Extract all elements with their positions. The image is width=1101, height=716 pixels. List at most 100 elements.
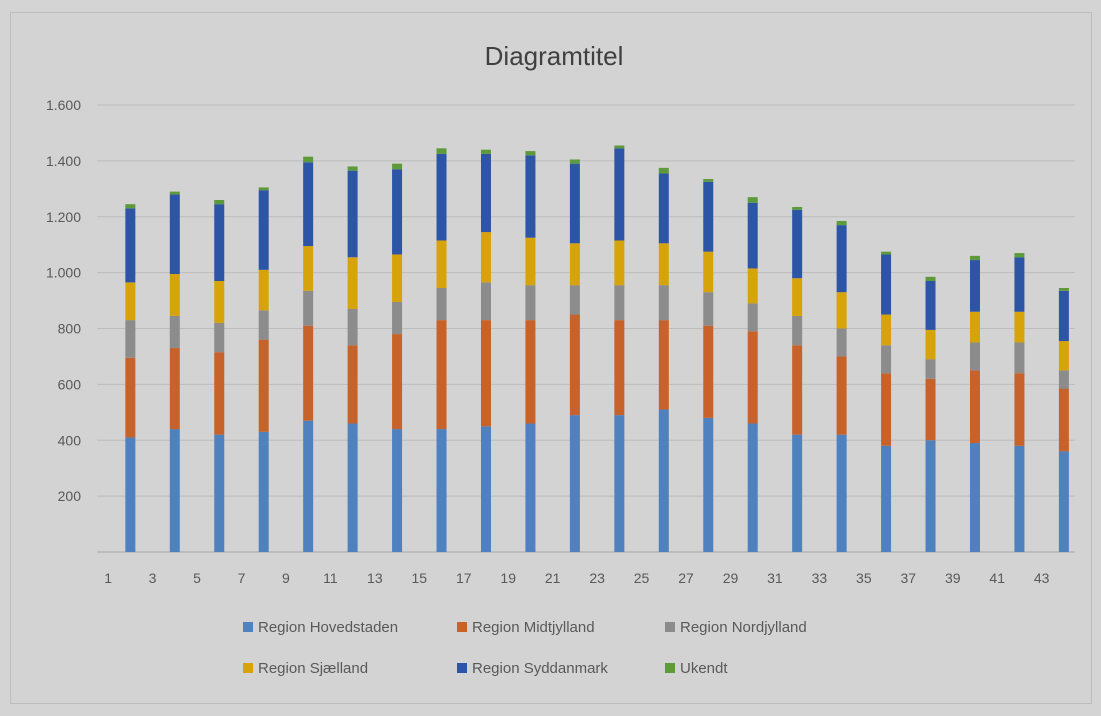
bar-segment (480, 232, 491, 283)
bar-segment (747, 423, 758, 552)
legend-label: Region Hovedstaden (258, 619, 398, 636)
bar-segment (569, 314, 580, 416)
bar-segment (703, 417, 714, 552)
legend-item: Ukendt (665, 660, 728, 677)
bar-segment (525, 423, 536, 552)
bar-segment (392, 163, 403, 170)
bar-segment (1058, 451, 1069, 552)
bar-stack (703, 179, 714, 552)
bar-segment (614, 320, 625, 416)
bar-segment (169, 194, 180, 275)
x-axis-ticks: 1 3 5 7 9 11 13 15 17 19 21 23 25 27 29 31 33 35 37 39 41 43 (104, 570, 1049, 586)
bar-segment (392, 429, 403, 552)
bar-stack (881, 251, 892, 552)
bar-segment (1014, 342, 1025, 374)
bar-segment (258, 339, 269, 432)
bar-segment (214, 204, 225, 282)
bar-segment (881, 445, 892, 552)
bar-segment (836, 220, 847, 226)
x-tick-label: 41 (989, 570, 1005, 586)
bar-segment (658, 243, 669, 286)
bar-segment (258, 187, 269, 191)
bar-segment (347, 170, 358, 258)
bar-segment (525, 285, 536, 321)
bar-stack (303, 156, 314, 552)
legend-swatch (457, 663, 467, 673)
bar-segment (347, 423, 358, 552)
bar-segment (658, 409, 669, 552)
bar-segment (1058, 290, 1069, 342)
bar-segment (836, 434, 847, 552)
x-tick-label: 33 (812, 570, 828, 586)
bar-segment (303, 156, 314, 163)
bar-segment (792, 278, 803, 316)
bar-segment (525, 151, 536, 156)
bar-segment (747, 202, 758, 269)
bar-segment (925, 329, 936, 360)
y-tick-label: 800 (58, 321, 82, 337)
bar-segment (881, 314, 892, 346)
bar-segment (658, 167, 669, 174)
bar-segment (569, 163, 580, 244)
legend-item: Region Midtjylland (457, 619, 595, 636)
bar-stack (392, 163, 403, 552)
bar-segment (1014, 373, 1025, 446)
bar-segment (125, 208, 136, 283)
bar-segment (969, 255, 980, 261)
bar-segment (392, 254, 403, 302)
bar-segment (303, 290, 314, 326)
bar-segment (258, 310, 269, 340)
bar-segment (214, 199, 225, 205)
bar-segment (214, 352, 225, 435)
x-tick-label: 5 (193, 570, 201, 586)
y-tick-label: 200 (58, 488, 82, 504)
bar-segment (214, 281, 225, 323)
bar-segment (792, 434, 803, 552)
bar-segment (836, 356, 847, 435)
bar-segment (836, 292, 847, 329)
bar-segment (347, 166, 358, 171)
x-tick-label: 35 (856, 570, 872, 586)
bar-segment (125, 320, 136, 358)
bar-stack (125, 204, 136, 552)
bar-segment (1014, 311, 1025, 343)
bar-segment (169, 429, 180, 552)
bar-segment (436, 320, 447, 430)
legend-swatch (665, 622, 675, 632)
bar-segment (658, 285, 669, 321)
legend-swatch (665, 663, 675, 673)
bar-segment (125, 437, 136, 552)
bar-segment (392, 334, 403, 430)
bar-segment (614, 285, 625, 321)
x-tick-label: 13 (367, 570, 383, 586)
bar-segment (525, 155, 536, 238)
y-axis-ticks: 200 400 600 800 1.000 1.200 1.400 1.600 (46, 97, 81, 504)
bar-segment (925, 281, 936, 330)
bar-segment (392, 301, 403, 335)
bar-stack (436, 148, 447, 552)
bar-segment (1014, 257, 1025, 312)
bar-segment (792, 315, 803, 346)
bar-segment (569, 415, 580, 552)
legend: Region Hovedstaden Region Midtjylland Regi… (243, 619, 807, 677)
bar-segment (658, 320, 669, 410)
bar-stack (480, 149, 491, 552)
bar-segment (925, 440, 936, 552)
stacked-bar-chart: Diagramtitel 200 400 600 800 1.000 1.200 1.400… (46, 41, 1075, 677)
y-tick-label: 1.200 (46, 209, 81, 225)
bar-segment (169, 348, 180, 430)
legend-label: Ukendt (680, 660, 728, 677)
bar-stack (169, 191, 180, 552)
bar-segment (347, 308, 358, 346)
bar-stack (969, 255, 980, 552)
chart-frame: Diagramtitel 200 400 600 800 1.000 1.200 1.400… (10, 12, 1092, 704)
x-tick-label: 7 (238, 570, 246, 586)
y-tick-label: 1.000 (46, 265, 81, 281)
bar-segment (258, 190, 269, 270)
x-tick-label: 37 (901, 570, 917, 586)
y-tick-label: 1.600 (46, 97, 81, 113)
legend-item: Region Sjælland (243, 660, 368, 677)
legend-swatch (243, 622, 253, 632)
bar-segment (169, 274, 180, 316)
bar-segment (1058, 341, 1069, 371)
